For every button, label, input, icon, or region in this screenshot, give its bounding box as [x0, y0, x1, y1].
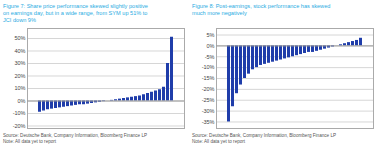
svg-text:5%: 5%: [207, 32, 215, 38]
svg-text:-20%: -20%: [13, 123, 26, 129]
html-text:Source: Deutsche Bank, Company: Source: Deutsche Bank, Company Informati…: [192, 133, 336, 144]
svg-text:-20%: -20%: [202, 86, 215, 92]
svg-text:50%: 50%: [14, 35, 25, 41]
svg-text:-10%: -10%: [202, 64, 215, 70]
svg-text:30%: 30%: [14, 60, 25, 66]
svg-text:-30%: -30%: [202, 108, 215, 114]
svg-text:-15%: -15%: [202, 75, 215, 81]
svg-text:10%: 10%: [14, 85, 25, 91]
html-text:Source: Deutsche Bank, Company: Source: Deutsche Bank, Company Informati…: [3, 133, 147, 144]
svg-text:-25%: -25%: [202, 97, 215, 103]
svg-text:0%: 0%: [207, 43, 215, 49]
svg-text:-35%: -35%: [202, 119, 215, 125]
svg-text:0%: 0%: [18, 98, 26, 104]
svg-text:20%: 20%: [14, 73, 25, 79]
svg-text:40%: 40%: [14, 48, 25, 54]
html-text:Figure 7: Share price performa: Figure 7: Share price performance skewed…: [3, 3, 148, 23]
svg-text:-10%: -10%: [13, 110, 26, 116]
svg-text:-5%: -5%: [205, 54, 215, 60]
html-text:Figure 8: Post-earnings, stock: Figure 8: Post-earnings, stock performan…: [192, 3, 331, 16]
